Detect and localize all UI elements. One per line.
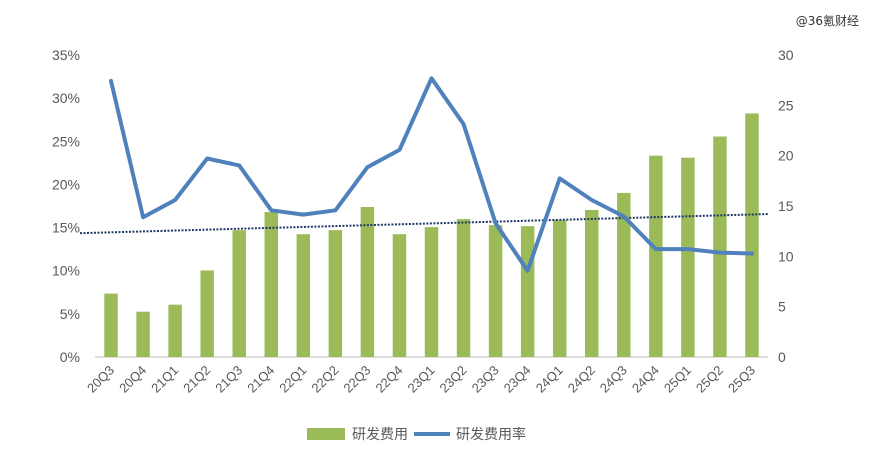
x-tick-label: 22Q4	[372, 363, 405, 396]
line-point-22Q4	[398, 149, 400, 151]
x-tick-label: 22Q2	[308, 363, 341, 396]
bar-series	[104, 113, 759, 358]
x-tick-label: 25Q1	[661, 363, 694, 396]
x-tick-label: 20Q4	[116, 363, 149, 396]
line-point-21Q4	[270, 209, 272, 211]
y-left-tick-label: 5%	[60, 306, 80, 322]
trendline	[79, 213, 769, 235]
bar-24Q1	[552, 220, 567, 357]
y-right-tick-label: 20	[778, 148, 794, 164]
line-point-21Q1	[174, 199, 176, 201]
watermark: @36氪财经	[795, 14, 859, 28]
y-right-tick-label: 10	[778, 248, 794, 264]
line-point-22Q3	[366, 166, 368, 168]
line-point-24Q3	[623, 215, 625, 217]
legend-label-line: 研发费用率	[456, 426, 526, 443]
x-tick-label: 23Q1	[405, 363, 438, 396]
line-point-21Q3	[238, 164, 240, 166]
bar-23Q2	[456, 219, 471, 357]
x-tick-label: 22Q1	[276, 363, 309, 396]
y-axis-left-ticks: 0% 5% 10% 15% 20% 25% 30% 35%	[52, 47, 80, 365]
bar-24Q2	[585, 210, 599, 357]
y-left-tick-label: 30%	[52, 90, 80, 106]
legend: 研发费用 研发费用率	[307, 426, 526, 443]
line-point-22Q2	[334, 209, 336, 211]
y-left-tick-label: 10%	[52, 263, 80, 279]
line-point-25Q2	[719, 252, 721, 254]
line-point-24Q4	[655, 248, 657, 250]
bar-20Q4	[136, 311, 150, 357]
bar-22Q2	[328, 230, 343, 357]
bar-21Q1	[168, 304, 182, 357]
line-point-25Q1	[687, 248, 689, 250]
x-tick-label: 23Q4	[501, 363, 534, 396]
y-left-tick-label: 25%	[52, 133, 80, 149]
x-tick-label: 23Q2	[437, 363, 470, 396]
bar-22Q4	[392, 234, 407, 357]
bar-23Q4	[520, 226, 535, 357]
line-point-22Q1	[302, 214, 304, 216]
x-tick-label: 24Q3	[597, 363, 630, 396]
y-axis-right-ticks: 0 5 10 15 20 25 30	[778, 47, 794, 365]
x-tick-label: 21Q3	[212, 363, 245, 396]
x-tick-label: 24Q2	[565, 363, 598, 396]
line-point-25Q3	[751, 252, 753, 254]
y-right-tick-label: 15	[778, 198, 794, 214]
x-tick-label: 21Q1	[148, 363, 181, 396]
y-left-tick-label: 35%	[52, 47, 80, 63]
y-right-tick-label: 5	[778, 299, 786, 315]
line-point-23Q2	[463, 123, 465, 125]
line-point-23Q4	[527, 270, 529, 272]
trendline-path	[79, 213, 769, 235]
x-axis-ticks: 20Q320Q421Q121Q221Q321Q422Q122Q222Q322Q4…	[84, 363, 758, 396]
bar-24Q3	[617, 192, 631, 357]
bar-23Q1	[424, 227, 439, 357]
line-point-21Q2	[206, 158, 208, 160]
bar-25Q2	[713, 136, 727, 357]
legend-swatch-bar	[307, 428, 345, 440]
x-tick-label: 24Q4	[629, 363, 662, 396]
line-series	[109, 76, 754, 273]
x-tick-label: 21Q2	[180, 363, 213, 396]
y-left-tick-label: 15%	[52, 220, 80, 236]
legend-label-bar: 研发费用	[352, 427, 408, 443]
line-point-24Q1	[559, 177, 561, 179]
y-left-tick-label: 20%	[52, 176, 80, 192]
y-right-tick-label: 25	[778, 97, 794, 113]
x-tick-label: 22Q3	[340, 363, 373, 396]
line-point-20Q3	[110, 80, 112, 82]
x-tick-label: 25Q2	[693, 363, 726, 396]
bar-23Q3	[488, 225, 503, 357]
line-point-24Q2	[591, 199, 593, 201]
bar-22Q1	[296, 234, 311, 357]
line-point-23Q1	[431, 77, 432, 79]
x-tick-label: 21Q4	[244, 363, 277, 396]
line-point-23Q3	[495, 222, 497, 224]
x-tick-label: 25Q3	[725, 363, 758, 396]
bar-20Q3	[104, 293, 118, 357]
line-point-20Q4	[142, 216, 144, 218]
bar-21Q4	[264, 212, 278, 357]
x-tick-label: 24Q1	[533, 363, 566, 396]
y-right-tick-label: 30	[778, 47, 794, 63]
bar-22Q3	[360, 207, 375, 357]
x-tick-label: 23Q3	[469, 363, 502, 396]
x-tick-label: 20Q3	[84, 363, 117, 396]
bar-21Q3	[232, 230, 246, 357]
bar-25Q1	[681, 157, 695, 357]
bar-24Q4	[649, 155, 663, 357]
y-right-tick-label: 0	[778, 349, 786, 365]
bar-25Q3	[745, 113, 759, 358]
bar-21Q2	[200, 270, 214, 357]
y-left-tick-label: 0%	[60, 349, 80, 365]
